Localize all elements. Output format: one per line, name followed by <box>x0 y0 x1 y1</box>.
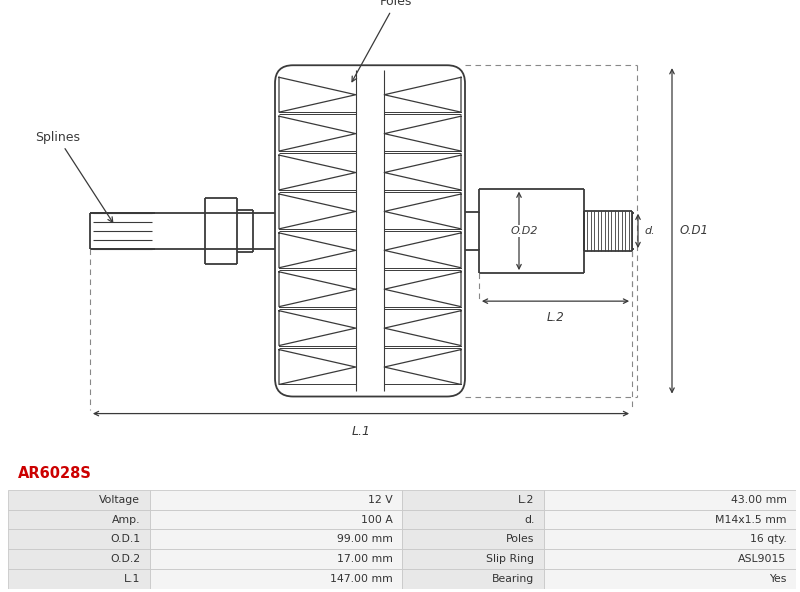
Bar <box>150 490 402 510</box>
Text: 12 V: 12 V <box>368 495 393 505</box>
Bar <box>544 569 796 589</box>
Bar <box>402 549 544 569</box>
Bar <box>150 569 402 589</box>
Bar <box>150 510 402 529</box>
Text: ASL9015: ASL9015 <box>738 554 786 564</box>
Text: L.2: L.2 <box>546 311 564 324</box>
Text: d.: d. <box>524 514 534 525</box>
Text: Bearing: Bearing <box>492 574 534 584</box>
Text: Voltage: Voltage <box>99 495 140 505</box>
Text: M14x1.5 mm: M14x1.5 mm <box>715 514 786 525</box>
Text: L.1: L.1 <box>124 574 140 584</box>
Text: 43.00 mm: 43.00 mm <box>730 495 786 505</box>
Bar <box>544 529 796 549</box>
Text: 100 A: 100 A <box>361 514 393 525</box>
Text: O.D.1: O.D.1 <box>110 535 140 545</box>
Bar <box>8 529 150 549</box>
Bar <box>150 549 402 569</box>
Text: O.D2: O.D2 <box>510 226 538 236</box>
Text: 17.00 mm: 17.00 mm <box>337 554 393 564</box>
Text: d.: d. <box>645 226 655 236</box>
Bar <box>8 510 150 529</box>
Text: Poles: Poles <box>506 535 534 545</box>
Bar <box>544 549 796 569</box>
Text: 16 qty.: 16 qty. <box>750 535 786 545</box>
Bar <box>150 529 402 549</box>
Text: Splines: Splines <box>35 130 113 223</box>
Bar <box>8 490 150 510</box>
Bar <box>402 569 544 589</box>
Text: AR6028S: AR6028S <box>18 465 91 481</box>
Text: Amp.: Amp. <box>112 514 140 525</box>
Text: 147.00 mm: 147.00 mm <box>330 574 393 584</box>
Text: Yes: Yes <box>769 574 786 584</box>
Bar <box>402 490 544 510</box>
Text: O.D.2: O.D.2 <box>110 554 140 564</box>
Text: L.1: L.1 <box>351 425 370 438</box>
Bar <box>402 529 544 549</box>
Text: 99.00 mm: 99.00 mm <box>337 535 393 545</box>
Text: Poles: Poles <box>352 0 412 82</box>
Bar <box>544 490 796 510</box>
Bar <box>8 549 150 569</box>
Bar <box>402 510 544 529</box>
Bar <box>8 569 150 589</box>
Text: L.2: L.2 <box>518 495 534 505</box>
Text: Slip Ring: Slip Ring <box>486 554 534 564</box>
Text: O.D1: O.D1 <box>679 224 709 237</box>
Bar <box>544 510 796 529</box>
